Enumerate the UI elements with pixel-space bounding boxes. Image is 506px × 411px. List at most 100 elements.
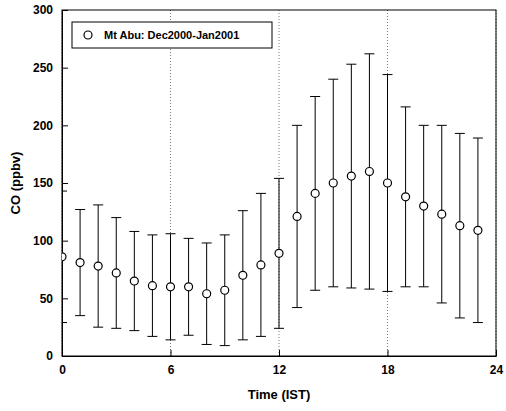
legend: Mt Abu: Dec2000-Jan2001 <box>72 22 272 48</box>
point <box>76 259 84 267</box>
point <box>203 290 211 298</box>
tick: 18 <box>381 350 395 377</box>
error-cap <box>147 234 157 235</box>
error-bar <box>93 205 103 327</box>
error-cap <box>383 74 393 75</box>
point <box>130 277 138 285</box>
tick: 100 <box>33 234 68 248</box>
error-cap <box>238 210 248 211</box>
y-axis-title: CO (ppbv) <box>8 152 23 215</box>
tick: 24 <box>490 350 504 377</box>
tick-label: 6 <box>168 363 175 377</box>
error-cap <box>184 238 194 239</box>
error-cap <box>473 322 483 323</box>
error-cap <box>93 327 103 328</box>
error-bar <box>401 107 411 287</box>
legend-box <box>72 22 272 48</box>
grid-line <box>170 10 171 356</box>
grid-line <box>279 10 280 356</box>
tick-mark <box>496 350 497 356</box>
error-bar <box>473 138 483 323</box>
point <box>474 226 482 234</box>
tick: 6 <box>168 350 175 377</box>
error-cap <box>93 204 103 205</box>
error-bar <box>383 75 393 292</box>
error-cap <box>62 191 67 192</box>
grid <box>62 10 496 356</box>
error-bar <box>256 193 266 336</box>
legend-label: Mt Abu: Dec2000-Jan2001 <box>104 29 239 41</box>
tick-mark <box>62 10 68 11</box>
point <box>456 222 464 230</box>
point <box>94 262 102 270</box>
marks <box>62 54 483 346</box>
tick: 200 <box>33 119 68 133</box>
error-cap <box>129 330 139 331</box>
point <box>438 210 446 218</box>
axis-line <box>63 356 497 357</box>
error-bar <box>111 218 121 329</box>
tick: 300 <box>33 3 68 17</box>
error-cap <box>166 339 176 340</box>
chart-container: 0 6 12 18 24 0 50 100 150 200 250 300 Mt Abu: Dec200… <box>0 0 506 411</box>
tick-label: 0 <box>46 349 53 363</box>
chart-svg: 0 6 12 18 24 0 50 100 150 200 250 300 Mt Abu: Dec200… <box>0 0 506 411</box>
error-cap <box>346 287 356 288</box>
tick-label: 250 <box>33 61 53 75</box>
point <box>347 172 355 180</box>
point <box>384 179 392 187</box>
tick-mark <box>62 298 68 299</box>
tick-mark <box>62 356 68 357</box>
error-bar <box>129 231 139 330</box>
error-cap <box>166 233 176 234</box>
error-cap <box>256 336 266 337</box>
error-cap <box>274 178 284 179</box>
tick-mark <box>279 350 280 356</box>
tick: 0 <box>46 349 68 363</box>
error-cap <box>328 286 338 287</box>
error-cap <box>419 125 429 126</box>
point <box>311 189 319 197</box>
legend-marker <box>84 31 92 39</box>
tick: 250 <box>33 61 68 75</box>
error-cap <box>455 317 465 318</box>
tick-label: 150 <box>33 176 53 190</box>
error-bar <box>292 125 302 307</box>
tick-label: 12 <box>273 363 287 377</box>
tick-label: 50 <box>40 292 54 306</box>
error-cap <box>111 217 121 218</box>
error-cap <box>328 79 338 80</box>
tick-label: 300 <box>33 3 53 17</box>
error-cap <box>364 289 374 290</box>
tick-mark <box>62 68 68 69</box>
error-bar <box>310 97 320 291</box>
plot-area: 0 6 12 18 24 0 50 100 150 200 250 300 Mt Abu: Dec200… <box>33 3 504 376</box>
error-cap <box>437 302 447 303</box>
error-bar <box>364 54 374 289</box>
point <box>365 167 373 175</box>
error-cap <box>419 286 429 287</box>
error-bar <box>238 211 248 340</box>
error-bar <box>166 234 176 340</box>
error-cap <box>147 336 157 337</box>
error-cap <box>111 328 121 329</box>
error-bar <box>147 235 157 336</box>
error-cap <box>346 64 356 65</box>
error-cap <box>75 315 85 316</box>
error-cap <box>220 234 230 235</box>
error-bar <box>328 79 338 287</box>
error-bar <box>75 210 85 316</box>
x-axis-title: Time (IST) <box>248 387 311 402</box>
error-cap <box>310 96 320 97</box>
error-cap <box>310 290 320 291</box>
error-bar <box>437 125 447 303</box>
error-cap <box>401 106 411 107</box>
error-cap <box>75 209 85 210</box>
error-cap <box>473 138 483 139</box>
error-cap <box>401 286 411 287</box>
error-cap <box>292 307 302 308</box>
point <box>257 261 265 269</box>
y-axis: 0 50 100 150 200 250 300 <box>33 3 68 363</box>
error-bar <box>184 238 194 335</box>
point <box>293 212 301 220</box>
